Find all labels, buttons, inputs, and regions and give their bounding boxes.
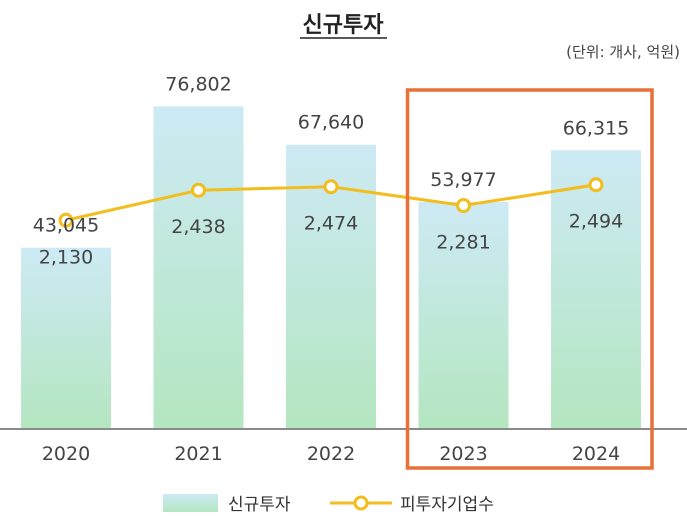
legend-swatch-bar bbox=[163, 494, 218, 512]
bar-value-label-2020: 43,045 bbox=[33, 215, 99, 237]
bar-value-label-2021: 76,802 bbox=[165, 73, 231, 95]
line-value-label-2022: 2,474 bbox=[304, 213, 358, 235]
line-point-2020 bbox=[58, 212, 74, 228]
x-tick-label-2022: 2022 bbox=[307, 443, 355, 465]
line-value-label-2024: 2,494 bbox=[569, 211, 623, 233]
value-labels: 43,045 76,802 67,640 53,977 66,315 2,130 2,438… bbox=[33, 73, 629, 268]
x-axis-ticks: 2020 2021 2022 2023 2024 bbox=[42, 443, 620, 465]
line-point-2022 bbox=[323, 179, 339, 195]
x-tick-label-2021: 2021 bbox=[174, 443, 222, 465]
chart-title: 신규투자 bbox=[303, 13, 385, 38]
legend-swatch-marker bbox=[353, 495, 369, 511]
line-point-2024 bbox=[588, 177, 604, 193]
bar-value-label-2023: 53,977 bbox=[430, 169, 496, 191]
legend-label-line: 피투자기업수 bbox=[400, 495, 494, 515]
x-tick-label-2023: 2023 bbox=[439, 443, 487, 465]
line-point-2023 bbox=[456, 198, 471, 214]
unit-note: (단위: 개사, 억원) bbox=[566, 43, 680, 61]
line-value-label-2021: 2,438 bbox=[171, 216, 225, 238]
bar-2021 bbox=[153, 106, 244, 429]
bar-value-label-2022: 67,640 bbox=[298, 112, 364, 134]
bar-series bbox=[21, 106, 641, 429]
x-tick-label-2020: 2020 bbox=[42, 443, 90, 465]
bar-value-label-2024: 66,315 bbox=[563, 117, 629, 139]
legend: 신규투자 피투자기업수 bbox=[163, 494, 494, 515]
bar-2024 bbox=[551, 150, 641, 428]
highlight-box bbox=[405, 88, 654, 470]
bar-2020 bbox=[21, 247, 111, 428]
line-value-label-2023: 2,281 bbox=[436, 232, 490, 254]
line-point-2021 bbox=[191, 182, 206, 198]
bar-2023 bbox=[418, 201, 509, 428]
line-value-label-2020: 2,130 bbox=[39, 246, 93, 268]
legend-label-bar: 신규투자 bbox=[228, 495, 291, 515]
x-tick-label-2024: 2024 bbox=[572, 443, 620, 465]
line-series bbox=[58, 177, 604, 228]
